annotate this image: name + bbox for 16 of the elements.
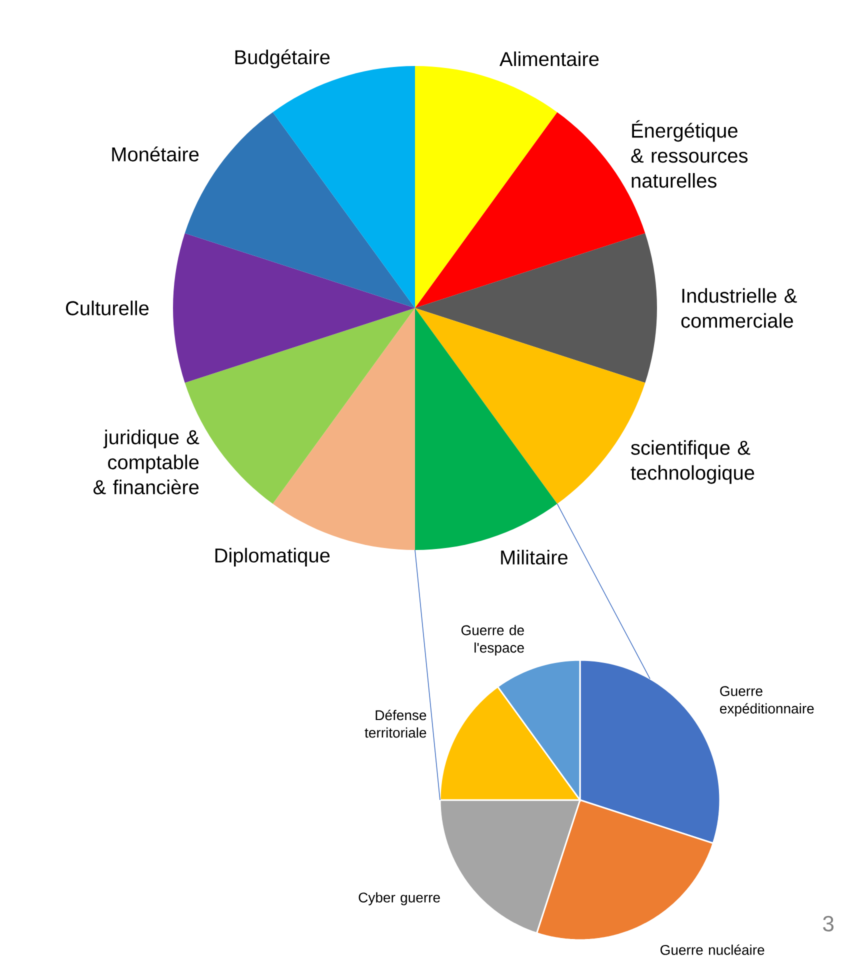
slice-label: Alimentaire <box>500 51 599 66</box>
slice-label: Cyber guerre <box>358 892 440 906</box>
slice-label: Diplomatique <box>215 548 330 566</box>
slice-label: juridique & comptable & financière <box>93 430 200 494</box>
slice-label: Militaire <box>501 550 568 565</box>
slice-label: Énergétique & ressources naturelles <box>631 120 748 188</box>
slice-label: Défense territoriale <box>364 710 426 738</box>
slice-label: scientifique & technologique <box>630 440 754 484</box>
slice-label: Guerre expéditionnaire <box>720 686 814 716</box>
slice-label: Monétaire <box>112 146 199 162</box>
slice-label: Culturelle <box>66 300 149 316</box>
slice-label: Budgétaire <box>235 49 330 68</box>
slice-label: Guerre nucléaire <box>660 944 764 955</box>
slice-label: Industrielle & commerciale <box>681 288 797 328</box>
text: 3 <box>823 916 834 932</box>
slice-label: Guerre de l'espace <box>461 624 524 656</box>
